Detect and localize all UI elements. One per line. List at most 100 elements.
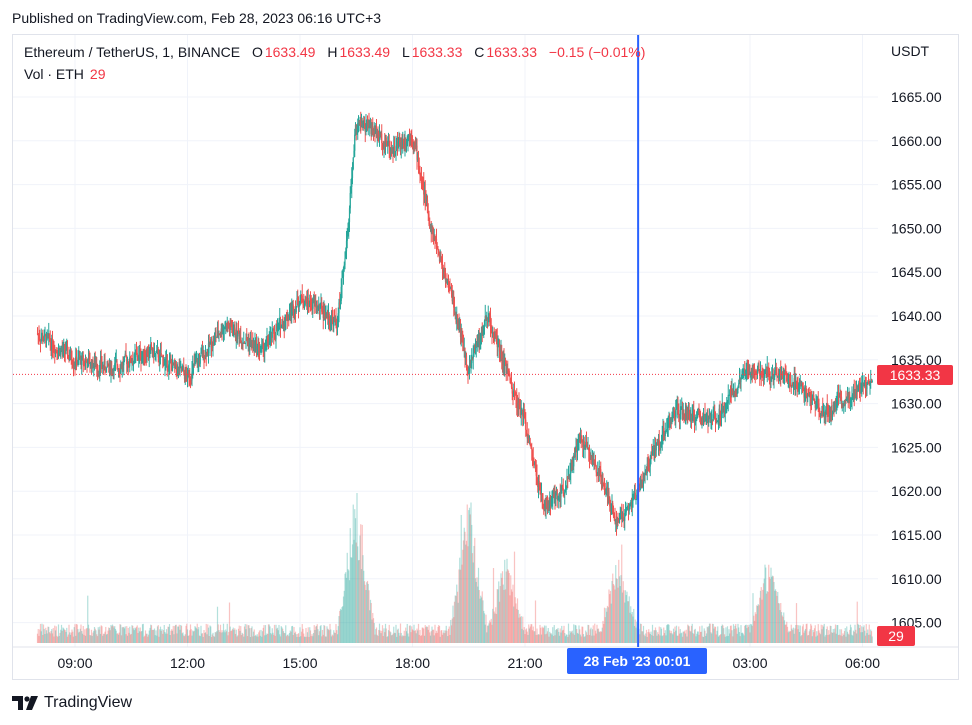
candle-body [157, 349, 159, 358]
candle-body [282, 321, 284, 328]
volume-bar [93, 630, 95, 643]
volume-label[interactable]: Vol · ETH [24, 66, 84, 82]
volume-bar [251, 626, 253, 643]
volume-bar [757, 604, 759, 643]
candle-body [95, 365, 97, 367]
volume-bar [782, 616, 784, 643]
candle-body [315, 304, 318, 308]
volume-bar [831, 632, 833, 643]
candle-body [91, 360, 93, 369]
candle-body [760, 371, 762, 376]
volume-bar [48, 632, 51, 643]
volume-bar [682, 631, 684, 643]
volume-bar [190, 629, 192, 643]
volume-bar [825, 634, 827, 643]
volume-bar [591, 635, 593, 643]
candle-body [320, 302, 322, 304]
volume-bar [142, 623, 144, 643]
candle-body [573, 455, 576, 458]
candle-body [154, 353, 156, 355]
volume-bar [287, 634, 289, 643]
volume-bar [453, 601, 456, 643]
volume-bar [48, 626, 50, 643]
candle-body [771, 375, 774, 378]
axis-currency-label[interactable]: USDT [891, 43, 930, 59]
candle-body [268, 341, 270, 345]
volume-bar [336, 634, 339, 643]
volume-bar [137, 632, 139, 643]
candle-body [459, 328, 461, 330]
candle-body [117, 369, 120, 371]
candle-body [565, 486, 567, 489]
candle-body [115, 360, 117, 362]
candle-body [559, 493, 561, 498]
candle-body [216, 336, 218, 338]
candle-body [514, 391, 516, 393]
candle-body [846, 392, 849, 399]
volume-bar [96, 634, 98, 643]
volume-bar [760, 587, 762, 643]
chart-frame [12, 34, 959, 680]
candle-body [353, 150, 355, 158]
candle-body [126, 362, 129, 365]
volume-bar [355, 542, 357, 643]
candle-body [809, 391, 811, 397]
candle-body [477, 343, 479, 346]
candle-body [693, 410, 695, 416]
volume-bar [644, 636, 646, 643]
footer-branding[interactable]: TradingView [12, 694, 132, 712]
volume-bar [647, 632, 649, 643]
volume-bar [180, 625, 183, 643]
volume-legend: Vol · ETH 29 [24, 66, 105, 82]
volume-bar [67, 634, 69, 643]
symbol-label[interactable]: Ethereum / TetherUS, 1, BINANCE [24, 44, 241, 60]
volume-bar [222, 632, 224, 643]
candle-body [146, 353, 148, 361]
volume-bar [226, 623, 228, 643]
candle-body [111, 368, 113, 373]
volume-bar [870, 629, 872, 643]
candle-body [301, 295, 303, 301]
volume-bar [668, 624, 670, 643]
volume-bar [273, 634, 275, 643]
candle-body [265, 340, 267, 343]
candle-body [502, 357, 504, 365]
volume-bar [618, 576, 621, 643]
close-label: C [474, 44, 485, 60]
volume-bar [45, 627, 47, 643]
volume-bar [285, 625, 287, 643]
volume-bar [758, 605, 760, 643]
candle-body [711, 420, 713, 422]
candle-body [405, 142, 408, 144]
volume-bar [480, 597, 483, 643]
candle-body [576, 447, 578, 452]
volume-bar [598, 631, 600, 643]
volume-bar [60, 624, 63, 643]
volume-bar [39, 629, 41, 643]
volume-bar [572, 633, 574, 643]
volume-bar [362, 555, 364, 643]
volume-bar [132, 625, 134, 643]
x-tick-label: 12:00 [170, 655, 205, 671]
candle-body [793, 378, 795, 385]
volume-bar [440, 630, 442, 643]
volume-bar [832, 629, 834, 643]
candle-body [397, 141, 399, 146]
volume-bar [634, 619, 636, 643]
volume-bar [311, 634, 313, 643]
candle-body [826, 404, 828, 413]
volume-bar [460, 514, 462, 643]
volume-bar [319, 626, 321, 643]
candle-body [816, 399, 819, 401]
candle-body [246, 339, 249, 342]
volume-bar [642, 625, 645, 643]
volume-bar [260, 629, 262, 643]
candle-body [733, 390, 735, 394]
candle-body [174, 361, 177, 364]
candle-body [753, 365, 755, 368]
volume-bar [743, 635, 745, 643]
volume-bar [207, 624, 209, 643]
volume-bar [678, 633, 681, 643]
volume-bar [849, 629, 851, 643]
